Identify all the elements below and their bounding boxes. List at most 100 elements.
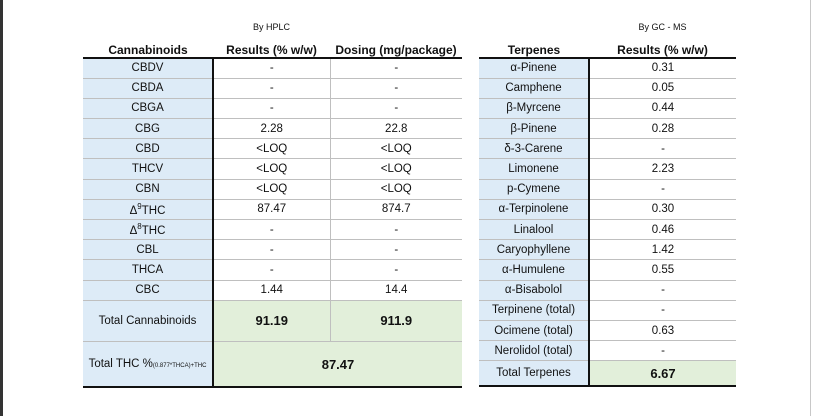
cell: - <box>330 78 462 99</box>
row-label: α-Terpinolene <box>479 199 590 221</box>
column-header: Cannabinoids <box>83 42 213 59</box>
cell: 0.31 <box>589 58 736 79</box>
row-label: CBN <box>83 179 214 200</box>
total-thc-row: Total THC %(0.877*THCA)+THC 87.47 <box>83 341 462 389</box>
table-row: β-Pinene 0.28 <box>479 118 736 140</box>
cell: 0.30 <box>589 199 736 221</box>
cell: 0.05 <box>589 78 736 99</box>
cell: 6.67 <box>589 360 736 387</box>
table-row: p-Cymene - <box>479 179 736 200</box>
cell: 0.44 <box>589 98 736 120</box>
symbol: Δ <box>129 204 138 217</box>
compound-name: THC <box>141 204 166 217</box>
column-header: Results (% w/w) <box>213 42 330 59</box>
formula: (0.877*THCA)+THC <box>152 363 207 369</box>
symbol: Δ <box>129 225 138 237</box>
row-label: α-Bisabolol <box>479 280 590 301</box>
label: Total THC % <box>88 358 153 370</box>
table-row: Limonene 2.23 <box>479 158 736 180</box>
table-row: α-Humulene 0.55 <box>479 259 736 281</box>
table-row: CBDA - - <box>83 78 462 99</box>
cell: 874.7 <box>330 199 462 221</box>
cell: <LOQ <box>213 179 331 200</box>
row-label: Ocimene (total) <box>479 320 590 342</box>
table-row: β-Myrcene 0.44 <box>479 98 736 120</box>
cell: 91.19 <box>213 300 331 342</box>
table-row: α-Bisabolol - <box>479 280 736 301</box>
total-row: Total Cannabinoids 91.19 911.9 <box>83 300 462 342</box>
cell: - <box>330 239 462 261</box>
row-label: Total Terpenes <box>479 360 590 387</box>
cell: 2.28 <box>213 118 331 140</box>
header-row: Cannabinoids Results (% w/w) Dosing (mg/pa… <box>83 42 462 59</box>
column-header: Results (% w/w) <box>589 42 736 59</box>
cell: - <box>213 259 331 281</box>
row-label: α-Humulene <box>479 259 590 281</box>
table-row: CBGA - - <box>83 98 462 120</box>
row-label: β-Pinene <box>479 118 590 140</box>
cell: - <box>330 58 462 79</box>
cell: - <box>589 340 736 362</box>
row-label: Δ9THC <box>83 199 214 221</box>
cell: - <box>330 219 462 241</box>
table-row: α-Pinene 0.31 <box>479 58 736 79</box>
cell: 87.47 <box>213 341 462 389</box>
row-label: Total THC %(0.877*THCA)+THC <box>83 341 214 389</box>
cell: <LOQ <box>330 179 462 200</box>
cell: - <box>213 98 331 120</box>
cell: - <box>213 239 331 261</box>
row-label: Terpinene (total) <box>479 300 590 321</box>
header-row: Terpenes Results (% w/w) <box>479 42 736 59</box>
window-edge <box>0 0 3 416</box>
cell: - <box>589 300 736 321</box>
row-label: CBD <box>83 138 214 160</box>
row-label: δ-3-Carene <box>479 138 590 160</box>
row-label: Limonene <box>479 158 590 180</box>
table-row: THCV <LOQ <LOQ <box>83 158 462 180</box>
cell: 14.4 <box>330 280 462 301</box>
table-row: δ-3-Carene - <box>479 138 736 160</box>
cell: - <box>213 78 331 99</box>
row-label: Caryophyllene <box>479 239 590 261</box>
table-row: Terpinene (total) - <box>479 300 736 321</box>
cell: 1.42 <box>589 239 736 261</box>
row-label: CBDV <box>83 58 214 79</box>
table-row: CBL - - <box>83 239 462 261</box>
table-row: Δ8THC - - <box>83 219 462 241</box>
table-row: CBG 2.28 22.8 <box>83 118 462 140</box>
superscript: 8 <box>137 222 142 232</box>
cell: 22.8 <box>330 118 462 140</box>
row-label: Linalool <box>479 219 590 241</box>
cell: 911.9 <box>330 300 462 342</box>
cell: 0.46 <box>589 219 736 241</box>
window-edge <box>810 0 811 416</box>
table-row: Δ9THC 87.47 874.7 <box>83 199 462 221</box>
row-label: Nerolidol (total) <box>479 340 590 362</box>
cell: 0.55 <box>589 259 736 281</box>
column-header: Dosing (mg/package) <box>330 42 462 59</box>
total-row: Total Terpenes 6.67 <box>479 360 736 387</box>
row-label: CBG <box>83 118 214 140</box>
row-label: Camphene <box>479 78 590 99</box>
row-label: p-Cymene <box>479 179 590 200</box>
cell: - <box>589 179 736 200</box>
table-row: α-Terpinolene 0.30 <box>479 199 736 221</box>
method-label: By HPLC <box>252 22 290 32</box>
row-label: β-Myrcene <box>479 98 590 120</box>
compound-name: THC <box>141 225 166 237</box>
cell: 87.47 <box>213 199 331 221</box>
table-row: Caryophyllene 1.42 <box>479 239 736 261</box>
table-row: Ocimene (total) 0.63 <box>479 320 736 342</box>
cell: - <box>330 259 462 281</box>
table-row: CBN <LOQ <LOQ <box>83 179 462 200</box>
table-row: CBD <LOQ <LOQ <box>83 138 462 160</box>
cell: <LOQ <box>330 158 462 180</box>
row-label: CBDA <box>83 78 214 99</box>
row-label: CBL <box>83 239 214 261</box>
terpene-table: Terpenes Results (% w/w) α-Pinene 0.31 Camph… <box>479 42 736 387</box>
column-header: Terpenes <box>479 42 589 59</box>
cell: 1.44 <box>213 280 331 301</box>
cell: - <box>213 219 331 241</box>
cannabinoid-table: Cannabinoids Results (% w/w) Dosing (mg/pa… <box>83 42 462 389</box>
